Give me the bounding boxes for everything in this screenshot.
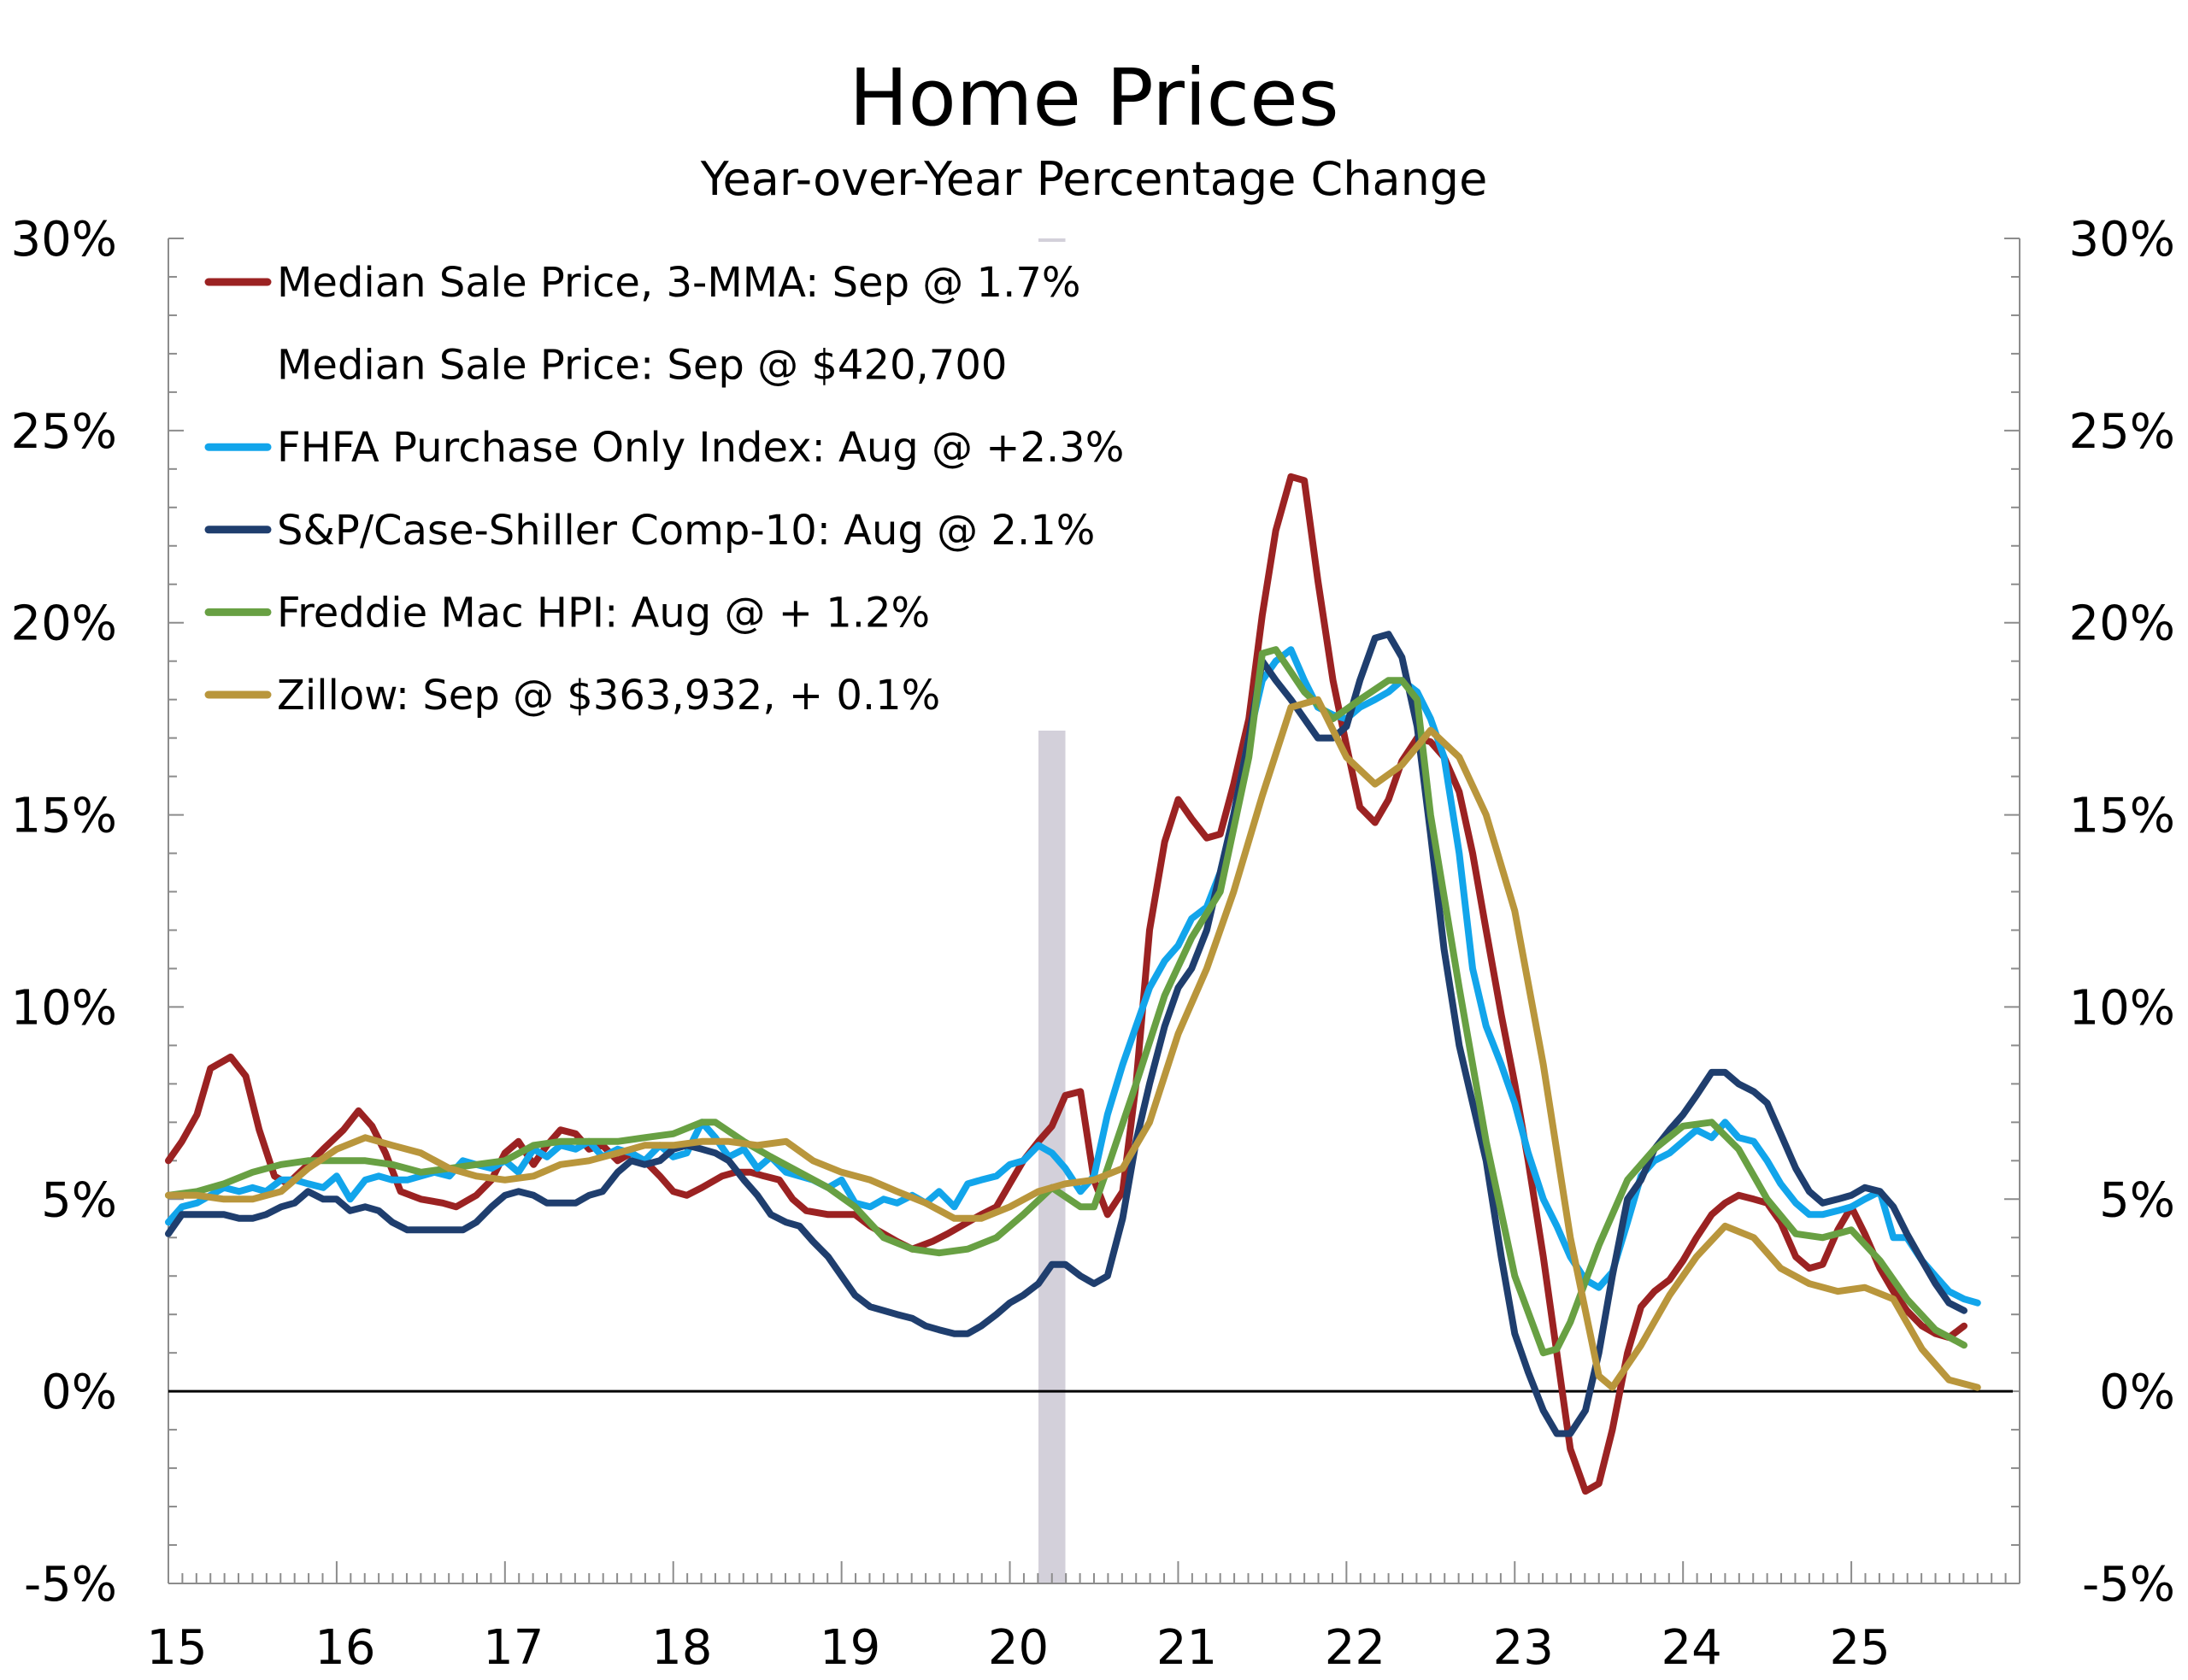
tick-labels: -5% -5% 0% 0% 5% 5% 10% 10% 15% 15% 20% 20% 25% 25% 30… bbox=[11, 212, 2175, 1676]
series-line-5 bbox=[165, 696, 1981, 1391]
y-tick-label-right: 15% bbox=[2069, 789, 2175, 844]
x-tick-label: 20 bbox=[988, 1620, 1049, 1676]
x-tick-label: 16 bbox=[315, 1620, 375, 1676]
x-tick-label: 25 bbox=[1829, 1620, 1890, 1676]
legend-label-3: FHFA Purchase Only Index: Aug @ +2.3% bbox=[277, 424, 1124, 472]
y-tick-label-left: 10% bbox=[11, 980, 117, 1036]
y-tick-label-left: 30% bbox=[11, 212, 117, 267]
series-lines bbox=[165, 473, 1981, 1495]
chart-title: Home Prices bbox=[849, 52, 1339, 144]
y-tick-label-left: 15% bbox=[11, 789, 117, 844]
y-tick-label-left: 25% bbox=[11, 404, 117, 460]
y-tick-label-right: 25% bbox=[2069, 404, 2175, 460]
series-line-3 bbox=[165, 631, 1967, 1437]
series-line-4 bbox=[165, 646, 1967, 1357]
legend-label-4: S&P/Case-Shiller Comp-10: Aug @ 2.1% bbox=[277, 507, 1095, 555]
y-tick-label-right: -5% bbox=[2082, 1557, 2175, 1612]
y-tick-label-right: 0% bbox=[2099, 1365, 2175, 1420]
x-tick-label: 21 bbox=[1156, 1620, 1217, 1676]
y-tick-label-right: 10% bbox=[2069, 980, 2175, 1036]
x-tick-label: 15 bbox=[146, 1620, 207, 1676]
chart-subtitle: Year-over-Year Percentage Change bbox=[700, 152, 1488, 206]
legend-label-6: Zillow: Sep @ $363,932, + 0.1% bbox=[277, 672, 940, 720]
y-tick-label-right: 30% bbox=[2069, 212, 2175, 267]
x-tick-label: 24 bbox=[1662, 1620, 1722, 1676]
x-tick-label: 23 bbox=[1493, 1620, 1554, 1676]
legend: Median Sale Price, 3-MMA: Sep @ 1.7% Medi… bbox=[188, 242, 1218, 731]
legend-label-1: Median Sale Price, 3-MMA: Sep @ 1.7% bbox=[277, 259, 1081, 307]
x-tick-label: 18 bbox=[651, 1620, 712, 1676]
legend-label-2: Median Sale Price: Sep @ $420,700 bbox=[277, 342, 1007, 390]
legend-label-5: Freddie Mac HPI: Aug @ + 1.2% bbox=[277, 589, 930, 637]
y-tick-label-left: 0% bbox=[41, 1365, 117, 1420]
y-tick-label-right: 20% bbox=[2069, 596, 2175, 652]
y-tick-label-left: 20% bbox=[11, 596, 117, 652]
x-tick-label: 17 bbox=[483, 1620, 544, 1676]
y-tick-label-right: 5% bbox=[2099, 1172, 2175, 1228]
x-tick-label: 22 bbox=[1325, 1620, 1385, 1676]
x-tick-label: 19 bbox=[820, 1620, 880, 1676]
y-tick-label-left: -5% bbox=[24, 1557, 117, 1612]
y-tick-label-left: 5% bbox=[41, 1172, 117, 1228]
legend-box bbox=[188, 242, 1218, 731]
